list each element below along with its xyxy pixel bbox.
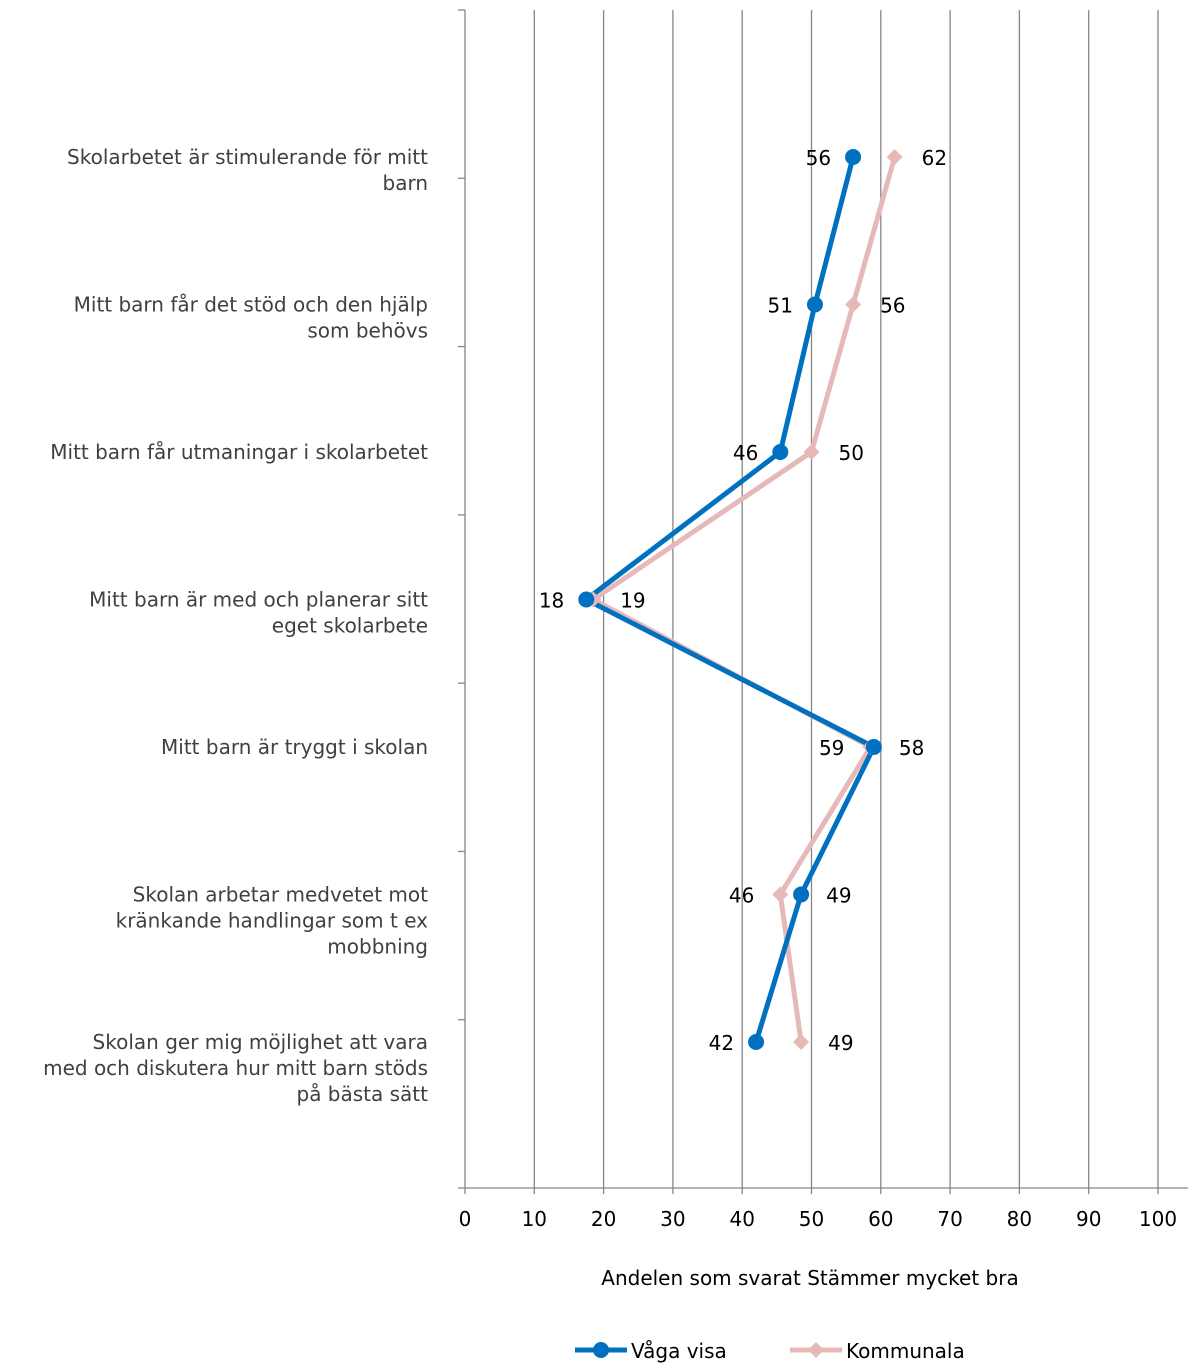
legend: Våga visa Kommunala [575, 1339, 965, 1363]
x-tick-label: 30 [660, 1207, 685, 1231]
data-label: 18 [539, 589, 564, 613]
category-label: Mitt barn får det stöd och den hjälp som … [74, 293, 428, 343]
data-point [772, 886, 789, 903]
data-point [806, 296, 823, 313]
legend-marker [593, 1342, 609, 1358]
category-label: Skolan ger mig möjlighet att vara med och… [43, 1030, 428, 1106]
data-label: 49 [826, 884, 851, 908]
data-point [886, 149, 903, 165]
category-label: Skolan arbetar medvetet mot kränkande han… [116, 883, 429, 959]
data-label: 49 [828, 1031, 853, 1055]
legend-marker [808, 1342, 824, 1358]
data-point [748, 1034, 765, 1050]
x-tick-label: 80 [1007, 1207, 1032, 1231]
x-tick-labels: 0 10 20 30 40 50 60 70 80 90 100 [459, 1207, 1177, 1231]
data-point [865, 739, 882, 755]
data-label: 46 [729, 884, 754, 908]
data-label: 19 [620, 589, 645, 613]
x-tick-label: 20 [591, 1207, 616, 1231]
x-axis-title: Andelen som svarat Stämmer mycket bra [601, 1266, 1018, 1290]
x-tick-label: 70 [937, 1207, 962, 1231]
data-point [845, 296, 862, 313]
data-point [793, 1034, 810, 1050]
legend-label: Kommunala [846, 1339, 965, 1363]
category-label: Mitt barn är med och planerar sitt eget s… [89, 588, 428, 638]
x-tick-label: 90 [1076, 1207, 1101, 1231]
data-label: 59 [819, 736, 844, 760]
data-point [845, 149, 862, 165]
legend-label: Våga visa [631, 1339, 727, 1363]
category-label: Skolarbetet är stimulerande för mitt barn [67, 145, 428, 195]
data-label: 62 [922, 146, 947, 170]
data-point [772, 444, 789, 460]
data-label: 56 [806, 146, 831, 170]
x-tick-label: 0 [459, 1207, 472, 1231]
series-markers [578, 149, 903, 1050]
data-label: 51 [768, 294, 793, 318]
data-label: 56 [880, 294, 905, 318]
data-labels: 56 62 51 56 46 50 18 19 59 58 46 49 42 49 [539, 146, 947, 1055]
x-tick-label: 100 [1139, 1207, 1177, 1231]
data-label: 46 [733, 441, 758, 465]
x-tick-label: 40 [729, 1207, 754, 1231]
data-point [578, 591, 595, 608]
category-label: Mitt barn är tryggt i skolan [161, 735, 428, 759]
data-label: 58 [899, 736, 924, 760]
category-labels: Skolarbetet är stimulerande för mitt barn… [43, 145, 428, 1106]
axes [458, 9, 1188, 1194]
x-tick-label: 10 [522, 1207, 547, 1231]
data-label: 50 [839, 441, 864, 465]
data-label: 42 [709, 1031, 734, 1055]
data-point [793, 886, 810, 903]
x-tick-label: 50 [799, 1207, 824, 1231]
data-point [803, 444, 820, 460]
x-tick-label: 60 [868, 1207, 893, 1231]
category-label: Mitt barn får utmaningar i skolarbetet [50, 440, 428, 464]
